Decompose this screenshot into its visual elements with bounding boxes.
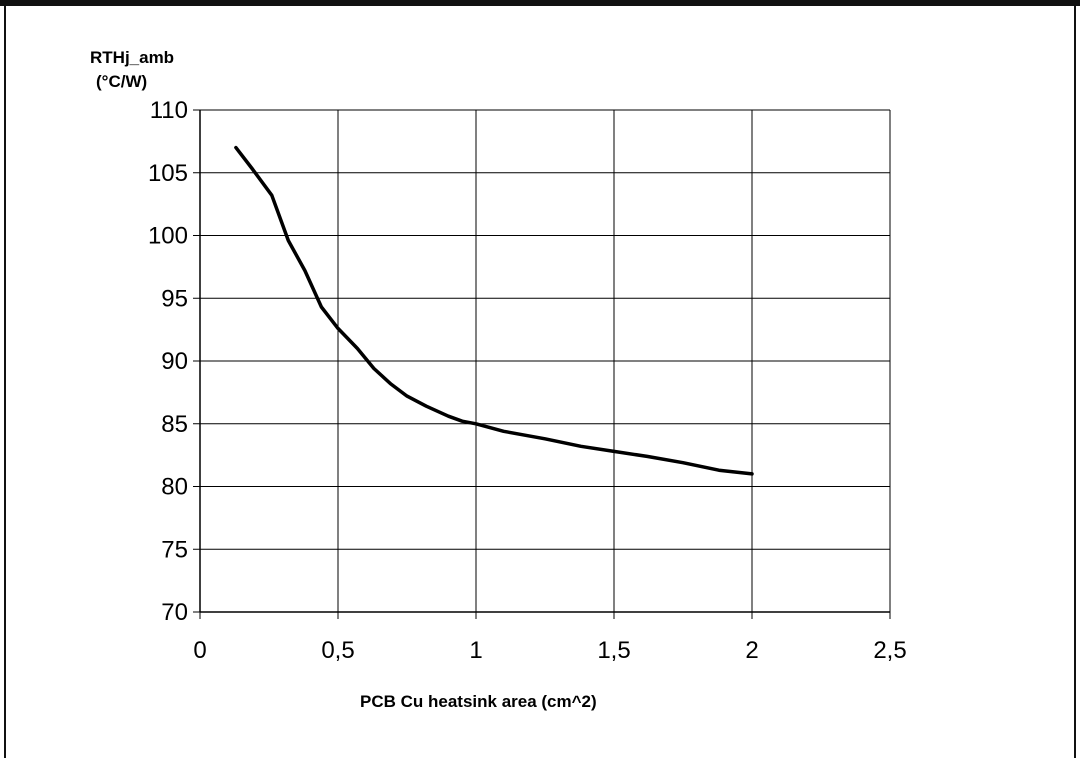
grid [200,109,891,613]
y-tick-label: 70 [161,599,188,626]
series-line [234,145,754,476]
y-axis-label-unit: (°C/W) [96,72,148,91]
x-tick-label: 0 [193,637,206,664]
series [234,145,754,476]
top-rule [0,0,1080,6]
y-tick-label: 100 [148,223,188,250]
x-tick-label: 0,5 [321,637,354,664]
y-tick-label: 85 [161,411,188,438]
x-axis-label: PCB Cu heatsink area (cm^2) [360,692,597,711]
y-tick-label: 110 [150,97,188,124]
y-axis-label: RTHj_amb (°C/W) [90,46,210,94]
x-tick-labels: 0 0,5 1 1,5 2 2,5 [193,637,906,664]
x-tick-label: 1 [469,637,482,664]
axes [193,109,891,619]
x-tick-label: 2 [745,637,758,664]
y-axis-label-name: RTHj_amb [90,48,175,67]
y-tick-label: 75 [161,536,188,563]
y-tick-label: 90 [161,348,188,375]
y-tick-labels: 70 75 80 85 90 95 100 105 110 [148,97,188,626]
figure-frame [4,6,1076,758]
x-tick-label: 1,5 [597,637,630,664]
y-tick-label: 95 [161,285,188,312]
y-tick-label: 105 [148,160,188,187]
y-tick-label: 80 [161,474,188,501]
x-tick-label: 2,5 [873,637,906,664]
